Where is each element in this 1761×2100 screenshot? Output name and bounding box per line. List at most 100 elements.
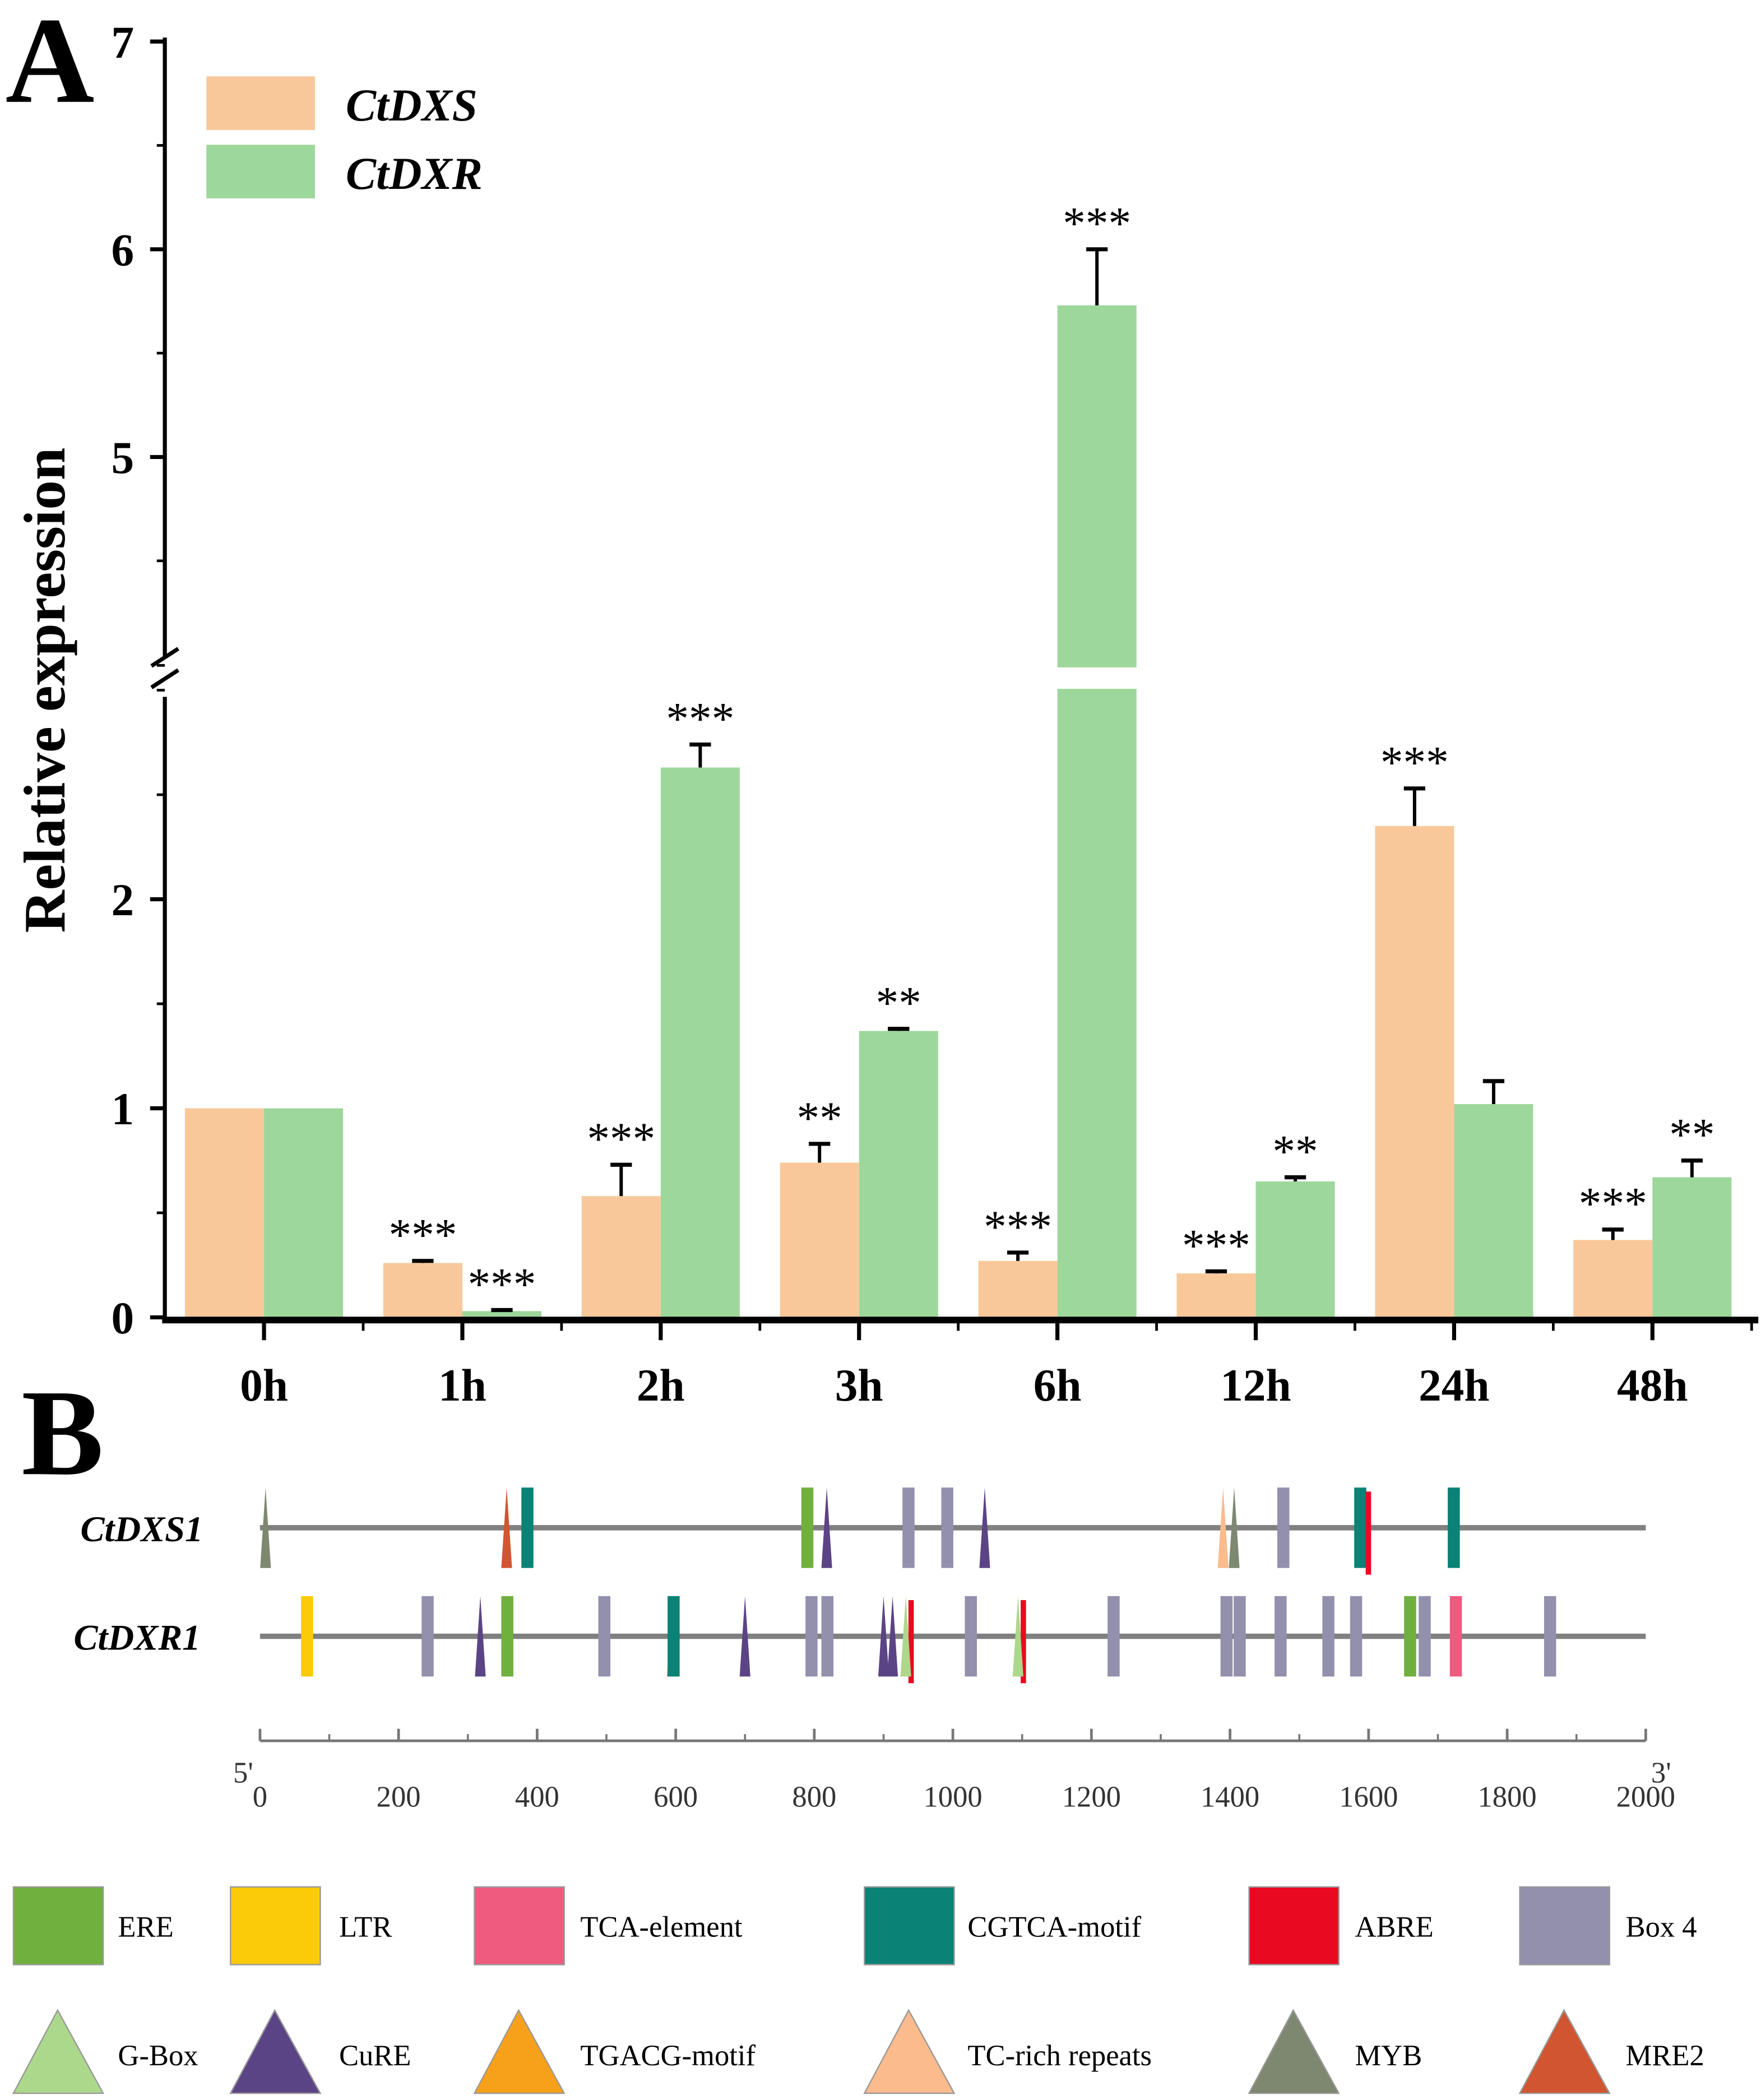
significance-label: ***	[984, 1202, 1052, 1252]
element-tc-rich-repeats	[1217, 1487, 1229, 1568]
scale-tick-label: 600	[654, 1781, 698, 1813]
bar-ctdxs-0h	[184, 1108, 265, 1318]
bar-ctdxr-2h	[660, 767, 740, 1318]
bar-ctdxs-12h	[1176, 1273, 1256, 1318]
element-box-4	[902, 1487, 915, 1568]
element-cure	[878, 1596, 889, 1677]
scale-tick-label: 1200	[1062, 1781, 1121, 1813]
significance-label: **	[876, 978, 921, 1028]
y-tick-label: 1	[111, 1084, 134, 1134]
element-ere	[801, 1487, 814, 1568]
element-box-4	[805, 1596, 818, 1677]
legend-swatch-ctdxr	[206, 145, 315, 198]
legend-tca-element-label: TCA-element	[580, 1911, 743, 1943]
element-ere	[501, 1596, 513, 1677]
scale-tick-label: 1000	[924, 1781, 983, 1813]
element-cgtca-motif	[521, 1487, 534, 1568]
axis-break-gap	[160, 667, 1761, 689]
legend-label-ctdxs: CtDXS	[346, 80, 478, 131]
bar-ctdxr-0h	[264, 1108, 344, 1318]
scale-tick-label: 2000	[1616, 1781, 1675, 1813]
element-box-4	[1277, 1487, 1290, 1568]
scale-tick-label: 400	[515, 1781, 559, 1813]
legend-myb-swatch	[1248, 2009, 1340, 2094]
bar-ctdxr-6h	[1057, 305, 1137, 1318]
element-box-4	[421, 1596, 434, 1677]
axes: 0h 1h 2h 3h 6h 12h 24h 48h 0 1 2 5 6 7	[111, 17, 1759, 1411]
scale-tick-label: 1800	[1478, 1781, 1537, 1813]
x-tick-label: 24h	[1419, 1360, 1490, 1411]
element-cure	[979, 1487, 990, 1568]
x-tick-label: 3h	[835, 1360, 883, 1411]
legend-tgacg-motif-label: TGACG-motif	[580, 2039, 756, 2072]
element-cure	[887, 1596, 898, 1677]
bar-ctdxr-48h	[1652, 1177, 1732, 1318]
gene-label: CtDXS1	[80, 1509, 203, 1549]
bar-ctdxs-3h	[780, 1162, 859, 1318]
bar-ctdxr-24h	[1454, 1104, 1533, 1318]
x-tick-label: 12h	[1220, 1360, 1291, 1411]
element-mre2	[501, 1487, 512, 1568]
promoter-diagram: CtDXS1 CtDXR1 5' 3' 0 200 400 600 800 1000 1200 140…	[74, 1487, 1675, 1813]
legend-mre2-label: MRE2	[1625, 2039, 1704, 2072]
y-tick-label: 0	[111, 1293, 134, 1343]
element-box-4	[1275, 1596, 1287, 1677]
bar-ctdxs-1h	[383, 1263, 462, 1318]
legend-tca-element-swatch	[474, 1886, 565, 1965]
bar-ctdxr-12h	[1255, 1181, 1335, 1318]
legend-box-4-label: Box 4	[1625, 1911, 1697, 1943]
legend-cure-swatch	[229, 2009, 322, 2094]
element-box-4	[1419, 1596, 1431, 1677]
gene-label: CtDXR1	[74, 1617, 201, 1658]
legend-cgtca-motif-swatch	[864, 1886, 955, 1965]
scale-tick-label: 200	[377, 1781, 421, 1813]
element-legend: ERE LTR TCA-element CGTCA-motif ABRE Box 4 G-B…	[12, 1886, 1704, 2094]
scale-tick-label: 1400	[1201, 1781, 1259, 1813]
element-cgtca-motif	[1448, 1487, 1460, 1568]
legend-swatch-ctdxs	[206, 76, 315, 130]
significance-label: ***	[666, 693, 734, 744]
significance-label: **	[1669, 1110, 1714, 1160]
bars: ***********************************	[160, 198, 1761, 1318]
element-ltr	[301, 1596, 313, 1677]
chart-legend: CtDXS CtDXR	[206, 76, 483, 199]
element-myb	[1229, 1487, 1240, 1568]
legend-mre2-swatch	[1518, 2009, 1611, 2094]
legend-box-4-swatch	[1519, 1886, 1610, 1965]
element-cure	[821, 1487, 832, 1568]
scale-end-label: 3'	[1651, 1756, 1671, 1789]
axis-break-mark	[150, 668, 179, 689]
panel-label-b: B	[21, 1364, 104, 1501]
y-tick-label: 2	[111, 875, 134, 925]
element-tca-element	[1449, 1596, 1462, 1677]
legend-cgtca-motif-label: CGTCA-motif	[967, 1911, 1141, 1943]
scale-start-label: 5'	[233, 1756, 253, 1789]
element-cure	[475, 1596, 486, 1677]
y-tick-label: 5	[111, 433, 134, 483]
element-box-4	[821, 1596, 834, 1677]
element-ere	[1404, 1596, 1416, 1677]
legend-label-ctdxr: CtDXR	[346, 149, 483, 199]
significance-label: ***	[587, 1114, 655, 1164]
element-cgtca-motif	[1354, 1487, 1366, 1568]
legend-ltr-swatch	[230, 1886, 321, 1965]
y-tick-label: 7	[111, 17, 134, 68]
element-box-4	[1220, 1596, 1233, 1677]
legend-cure-label: CuRE	[339, 2039, 411, 2072]
element-cure	[739, 1596, 750, 1677]
significance-label: ***	[468, 1259, 536, 1309]
element-abre	[1021, 1600, 1026, 1684]
element-box-4	[1544, 1596, 1556, 1677]
legend-ere-label: ERE	[118, 1911, 173, 1943]
panel-label-a: A	[6, 0, 95, 129]
element-abre	[908, 1600, 914, 1684]
bar-ctdxs-48h	[1573, 1240, 1653, 1318]
legend-ere-swatch	[12, 1886, 104, 1965]
legend-tgacg-motif-swatch	[473, 2009, 566, 2094]
x-tick-label: 0h	[240, 1360, 288, 1411]
significance-label: ***	[388, 1210, 457, 1260]
element-myb	[260, 1487, 271, 1568]
significance-label: ***	[1380, 738, 1449, 788]
legend-ltr-label: LTR	[339, 1911, 392, 1943]
